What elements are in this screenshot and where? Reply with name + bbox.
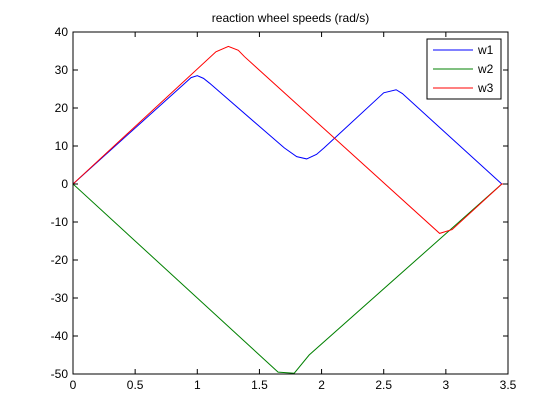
x-tick-label: 2.5	[375, 378, 392, 392]
axes-box	[72, 31, 509, 375]
y-tick-label: 10	[55, 139, 69, 153]
y-tick-label: 40	[55, 25, 69, 39]
x-tick-label: 1	[194, 378, 201, 392]
legend-label-w1: w1	[477, 43, 494, 57]
x-tick-label: 3.5	[500, 378, 517, 392]
series-line-w3	[73, 45, 508, 234]
x-tick-label: 3	[443, 378, 450, 392]
legend-label-w2: w2	[477, 62, 494, 76]
y-tick-label: -30	[51, 291, 69, 305]
y-tick-label: 30	[55, 63, 69, 77]
y-tick-label: 0	[61, 177, 68, 191]
y-tick-label: -20	[51, 253, 69, 267]
x-tick-label: 0	[70, 378, 77, 392]
y-tick-label: -10	[51, 215, 69, 229]
x-tick-label: 0.5	[127, 378, 144, 392]
legend-label-w3: w3	[477, 81, 494, 95]
chart-title: reaction wheel speeds (rad/s)	[212, 11, 369, 25]
x-tick-label: 1.5	[251, 378, 268, 392]
y-tick-label: 20	[55, 101, 69, 115]
y-tick-label: -40	[51, 329, 69, 343]
y-tick-label: -50	[51, 367, 69, 381]
x-tick-label: 2	[318, 378, 325, 392]
series-line-w1	[73, 75, 508, 185]
